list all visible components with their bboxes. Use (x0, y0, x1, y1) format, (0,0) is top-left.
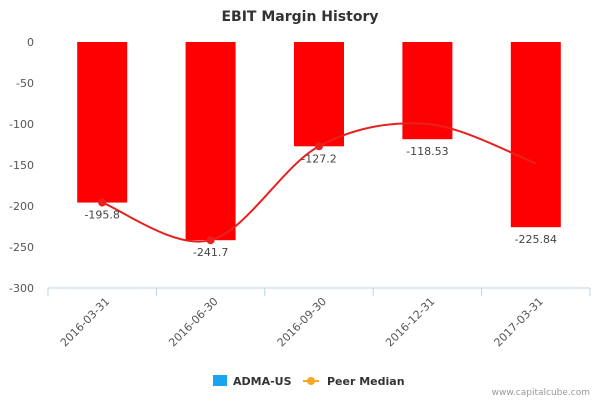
x-axis: 2016-03-31 2016-06-30 2016-09-30 2016-12-31… (47, 287, 591, 349)
x-tick-label: 2016-12-31 (383, 295, 437, 349)
data-labels: -195.8 -241.7 -127.2 -118.53 -225.84 (84, 145, 557, 259)
data-label: -127.2 (301, 152, 336, 165)
bar (294, 42, 344, 147)
legend-swatch-adma (213, 375, 227, 386)
bar (185, 42, 236, 241)
bars (77, 42, 561, 241)
y-tick-label: -50 (16, 77, 34, 90)
peer-median-line (98, 122, 537, 245)
y-tick-label: -100 (9, 118, 34, 131)
x-tick-label: 2016-06-30 (166, 295, 220, 349)
x-tick-label: 2016-03-31 (58, 295, 112, 349)
x-tick-label: 2017-03-31 (492, 295, 546, 349)
y-tick-label: -300 (9, 282, 34, 295)
legend: ADMA-US Peer Median (213, 375, 405, 388)
data-label: -195.8 (84, 209, 119, 222)
legend-label-adma: ADMA-US (233, 375, 292, 388)
x-tick-label: 2016-09-30 (275, 295, 329, 349)
bar (77, 42, 128, 203)
credit-text: www.capitalcube.com (492, 388, 590, 398)
chart-title: EBIT Margin History (221, 9, 378, 25)
y-tick-label: 0 (27, 36, 34, 49)
legend-label-peer: Peer Median (327, 375, 405, 388)
peer-median-path (101, 122, 537, 243)
y-tick-label: -200 (9, 200, 34, 213)
y-axis: 0 -50 -100 -150 -200 -250 -300 (9, 36, 34, 295)
data-label: -241.7 (193, 246, 228, 259)
y-tick-label: -150 (9, 159, 34, 172)
data-label: -225.84 (515, 233, 557, 246)
peer-median-point (315, 142, 323, 151)
data-label: -118.53 (406, 145, 448, 158)
bar (510, 42, 561, 228)
peer-median-point (206, 236, 215, 245)
y-tick-label: -250 (9, 241, 34, 254)
legend-marker-peer (307, 377, 315, 385)
peer-median-point (98, 198, 107, 207)
